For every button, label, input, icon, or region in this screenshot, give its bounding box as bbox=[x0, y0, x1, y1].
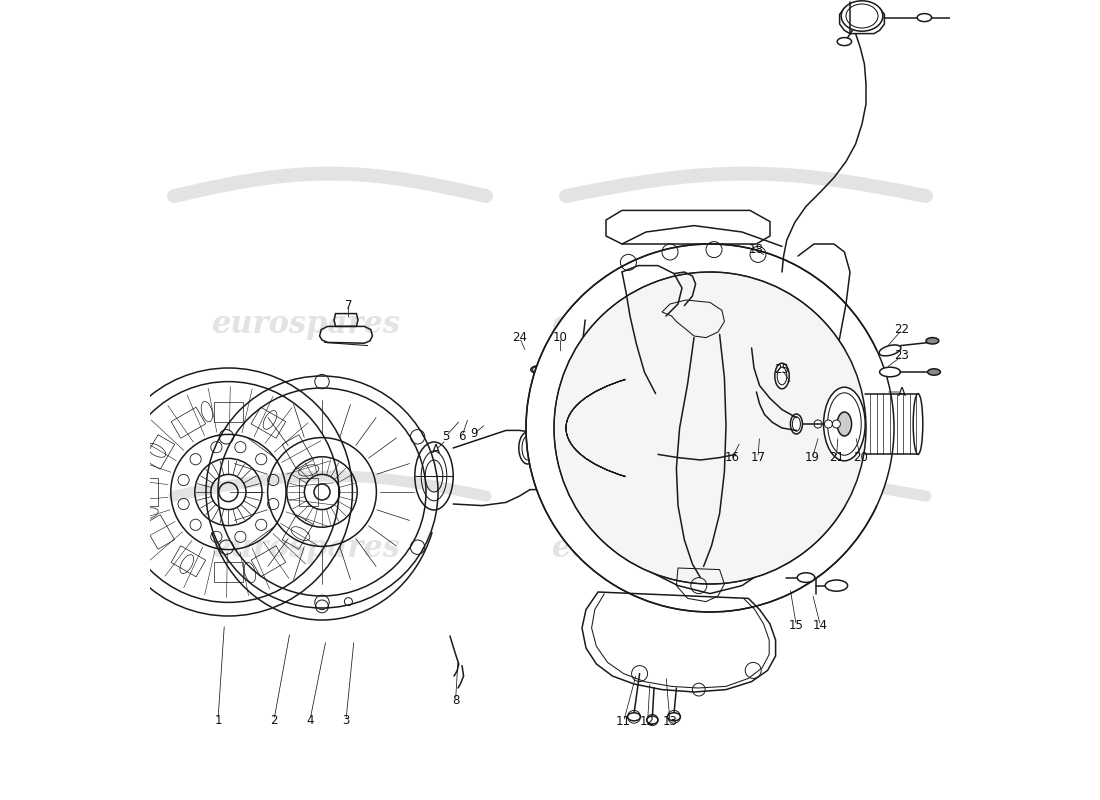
Text: 19: 19 bbox=[805, 451, 820, 464]
Ellipse shape bbox=[519, 432, 537, 464]
Ellipse shape bbox=[798, 573, 815, 582]
Text: 22: 22 bbox=[894, 323, 910, 336]
Text: 12: 12 bbox=[640, 715, 656, 728]
Text: 6: 6 bbox=[459, 430, 465, 442]
Polygon shape bbox=[839, 4, 884, 34]
Ellipse shape bbox=[833, 420, 840, 428]
Text: 4: 4 bbox=[306, 714, 313, 726]
Text: 15: 15 bbox=[789, 619, 804, 632]
Text: 13: 13 bbox=[662, 715, 678, 728]
Ellipse shape bbox=[647, 716, 658, 724]
Ellipse shape bbox=[791, 414, 802, 434]
Text: 8: 8 bbox=[452, 694, 460, 706]
Ellipse shape bbox=[927, 369, 940, 375]
Text: 5: 5 bbox=[442, 430, 450, 442]
Text: 20: 20 bbox=[852, 451, 868, 464]
Ellipse shape bbox=[879, 345, 901, 356]
Text: 14: 14 bbox=[813, 619, 828, 632]
Text: 10: 10 bbox=[553, 331, 568, 344]
Ellipse shape bbox=[531, 366, 549, 374]
Ellipse shape bbox=[824, 387, 866, 461]
Text: 18: 18 bbox=[749, 243, 763, 256]
Text: 3: 3 bbox=[342, 714, 350, 726]
Text: 16: 16 bbox=[725, 451, 740, 464]
Text: 25: 25 bbox=[774, 363, 790, 376]
Circle shape bbox=[560, 438, 580, 458]
Ellipse shape bbox=[837, 412, 851, 436]
Ellipse shape bbox=[668, 713, 681, 721]
Text: 17: 17 bbox=[750, 451, 766, 464]
Text: 11: 11 bbox=[616, 715, 631, 728]
Ellipse shape bbox=[837, 38, 851, 46]
Text: 24: 24 bbox=[513, 331, 527, 344]
Ellipse shape bbox=[824, 420, 833, 428]
Ellipse shape bbox=[926, 338, 938, 344]
Ellipse shape bbox=[814, 420, 822, 428]
Text: A: A bbox=[432, 443, 440, 456]
Text: 1: 1 bbox=[214, 714, 222, 726]
Ellipse shape bbox=[917, 14, 932, 22]
Text: eurospares: eurospares bbox=[211, 309, 400, 339]
Circle shape bbox=[563, 442, 576, 454]
Ellipse shape bbox=[913, 394, 923, 454]
Ellipse shape bbox=[774, 363, 789, 389]
Ellipse shape bbox=[558, 364, 575, 372]
Polygon shape bbox=[606, 210, 770, 244]
Ellipse shape bbox=[842, 1, 883, 31]
Text: eurospares: eurospares bbox=[551, 309, 740, 339]
Text: 9: 9 bbox=[471, 427, 477, 440]
Circle shape bbox=[526, 244, 894, 612]
Text: 23: 23 bbox=[894, 350, 910, 362]
Text: 2: 2 bbox=[271, 714, 277, 726]
Ellipse shape bbox=[628, 713, 640, 721]
Text: eurospares: eurospares bbox=[211, 533, 400, 563]
Text: A: A bbox=[898, 386, 906, 398]
Text: 21: 21 bbox=[829, 451, 844, 464]
Ellipse shape bbox=[825, 580, 848, 591]
Text: 7: 7 bbox=[344, 299, 352, 312]
Text: eurospares: eurospares bbox=[551, 533, 740, 563]
Circle shape bbox=[536, 366, 543, 374]
Circle shape bbox=[554, 272, 866, 584]
Ellipse shape bbox=[880, 367, 901, 377]
